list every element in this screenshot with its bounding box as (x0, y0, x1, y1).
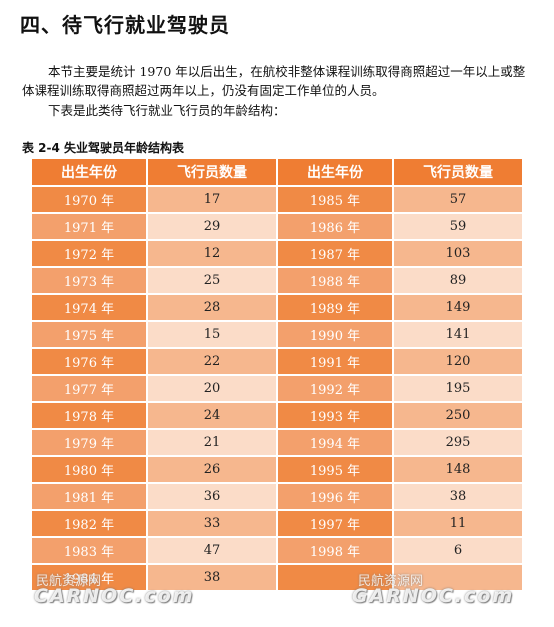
table-row: 1970 年 17 1985 年 57 (32, 187, 522, 212)
pilot-count-cell: 103 (394, 241, 522, 266)
birth-year-cell: 1983 年 (32, 538, 146, 563)
pilot-count-cell: 28 (148, 295, 276, 320)
pilot-count-cell: 250 (394, 403, 522, 428)
pilot-count-cell: 149 (394, 295, 522, 320)
header-pilot-count: 飞行员数量 (394, 159, 522, 185)
pilot-count-cell: 36 (148, 484, 276, 509)
age-structure-table: 出生年份 飞行员数量 出生年份 飞行员数量 1970 年 17 1985 年 5… (30, 157, 524, 592)
birth-year-cell: 1980 年 (32, 457, 146, 482)
table-row: 1984 年 38 (32, 565, 522, 590)
watermark-cn-left: 民航资源网 (36, 574, 102, 589)
birth-year-cell: 1994 年 (278, 430, 392, 455)
birth-year-cell: 1982 年 (32, 511, 146, 536)
watermark-cn-right: 民航资源网 (358, 574, 424, 589)
table-row: 1979 年 21 1994 年 295 (32, 430, 522, 455)
pilot-count-cell (394, 565, 522, 590)
birth-year-cell: 1984 年 (32, 565, 146, 590)
table-row: 1973 年 25 1988 年 89 (32, 268, 522, 293)
pilot-count-cell: 17 (148, 187, 276, 212)
pilot-count-cell: 38 (394, 484, 522, 509)
birth-year-cell: 1987 年 (278, 241, 392, 266)
birth-year-cell: 1990 年 (278, 322, 392, 347)
pilot-count-cell: 12 (148, 241, 276, 266)
birth-year-cell: 1992 年 (278, 376, 392, 401)
pilot-count-cell: 20 (148, 376, 276, 401)
table-row: 1983 年 47 1998 年 6 (32, 538, 522, 563)
birth-year-cell: 1972 年 (32, 241, 146, 266)
birth-year-cell: 1997 年 (278, 511, 392, 536)
pilot-count-cell: 57 (394, 187, 522, 212)
pilot-count-cell: 22 (148, 349, 276, 374)
birth-year-cell: 1991 年 (278, 349, 392, 374)
birth-year-cell: 1993 年 (278, 403, 392, 428)
table-row: 1972 年 12 1987 年 103 (32, 241, 522, 266)
pilot-count-cell: 195 (394, 376, 522, 401)
pilot-count-cell: 120 (394, 349, 522, 374)
birth-year-cell: 1973 年 (32, 268, 146, 293)
pilot-count-cell: 89 (394, 268, 522, 293)
pilot-count-cell: 141 (394, 322, 522, 347)
table-row: 1976 年 22 1991 年 120 (32, 349, 522, 374)
birth-year-cell: 1970 年 (32, 187, 146, 212)
pilot-count-cell: 15 (148, 322, 276, 347)
pilot-count-cell: 25 (148, 268, 276, 293)
watermark-logo-left: CARNOC.com (34, 585, 195, 607)
birth-year-cell: 1985 年 (278, 187, 392, 212)
table-row: 1981 年 36 1996 年 38 (32, 484, 522, 509)
table-row: 1977 年 20 1992 年 195 (32, 376, 522, 401)
table-caption: 表 2-4 失业驾驶员年龄结构表 (22, 141, 185, 155)
pilot-count-cell: 24 (148, 403, 276, 428)
intro-paragraph: 本节主要是统计 1970 年以后出生，在航校非整体课程训练取得商照超过一年以上或… (22, 64, 526, 98)
table-row: 1982 年 33 1997 年 11 (32, 511, 522, 536)
header-birth-year: 出生年份 (278, 159, 392, 185)
pilot-count-cell: 11 (394, 511, 522, 536)
pilot-count-cell: 29 (148, 214, 276, 239)
pilot-count-cell: 6 (394, 538, 522, 563)
pilot-count-cell: 33 (148, 511, 276, 536)
table-row: 1971 年 29 1986 年 59 (32, 214, 522, 239)
birth-year-cell: 1986 年 (278, 214, 392, 239)
table-row: 1980 年 26 1995 年 148 (32, 457, 522, 482)
section-heading: 四、待飞行就业驾驶员 (20, 13, 230, 37)
table-row: 1978 年 24 1993 年 250 (32, 403, 522, 428)
pilot-count-cell: 59 (394, 214, 522, 239)
pilot-count-cell: 21 (148, 430, 276, 455)
birth-year-cell: 1996 年 (278, 484, 392, 509)
birth-year-cell: 1976 年 (32, 349, 146, 374)
birth-year-cell: 1975 年 (32, 322, 146, 347)
pilot-count-cell: 148 (394, 457, 522, 482)
table-row: 1974 年 28 1989 年 149 (32, 295, 522, 320)
pilot-count-cell: 47 (148, 538, 276, 563)
birth-year-cell: 1979 年 (32, 430, 146, 455)
birth-year-cell: 1989 年 (278, 295, 392, 320)
birth-year-cell: 1974 年 (32, 295, 146, 320)
table-header-row: 出生年份 飞行员数量 出生年份 飞行员数量 (32, 159, 522, 185)
birth-year-cell: 1995 年 (278, 457, 392, 482)
birth-year-cell: 1971 年 (32, 214, 146, 239)
pilot-count-cell: 26 (148, 457, 276, 482)
birth-year-cell: 1981 年 (32, 484, 146, 509)
table-intro-paragraph: 下表是此类待飞行就业飞行员的年龄结构： (48, 103, 286, 118)
header-birth-year: 出生年份 (32, 159, 146, 185)
birth-year-cell: 1977 年 (32, 376, 146, 401)
birth-year-cell: 1998 年 (278, 538, 392, 563)
pilot-count-cell: 295 (394, 430, 522, 455)
birth-year-cell: 1978 年 (32, 403, 146, 428)
pilot-count-cell: 38 (148, 565, 276, 590)
birth-year-cell (278, 565, 392, 590)
birth-year-cell: 1988 年 (278, 268, 392, 293)
watermark-logo-right: GARNOC.com (352, 585, 515, 607)
table-row: 1975 年 15 1990 年 141 (32, 322, 522, 347)
header-pilot-count: 飞行员数量 (148, 159, 276, 185)
